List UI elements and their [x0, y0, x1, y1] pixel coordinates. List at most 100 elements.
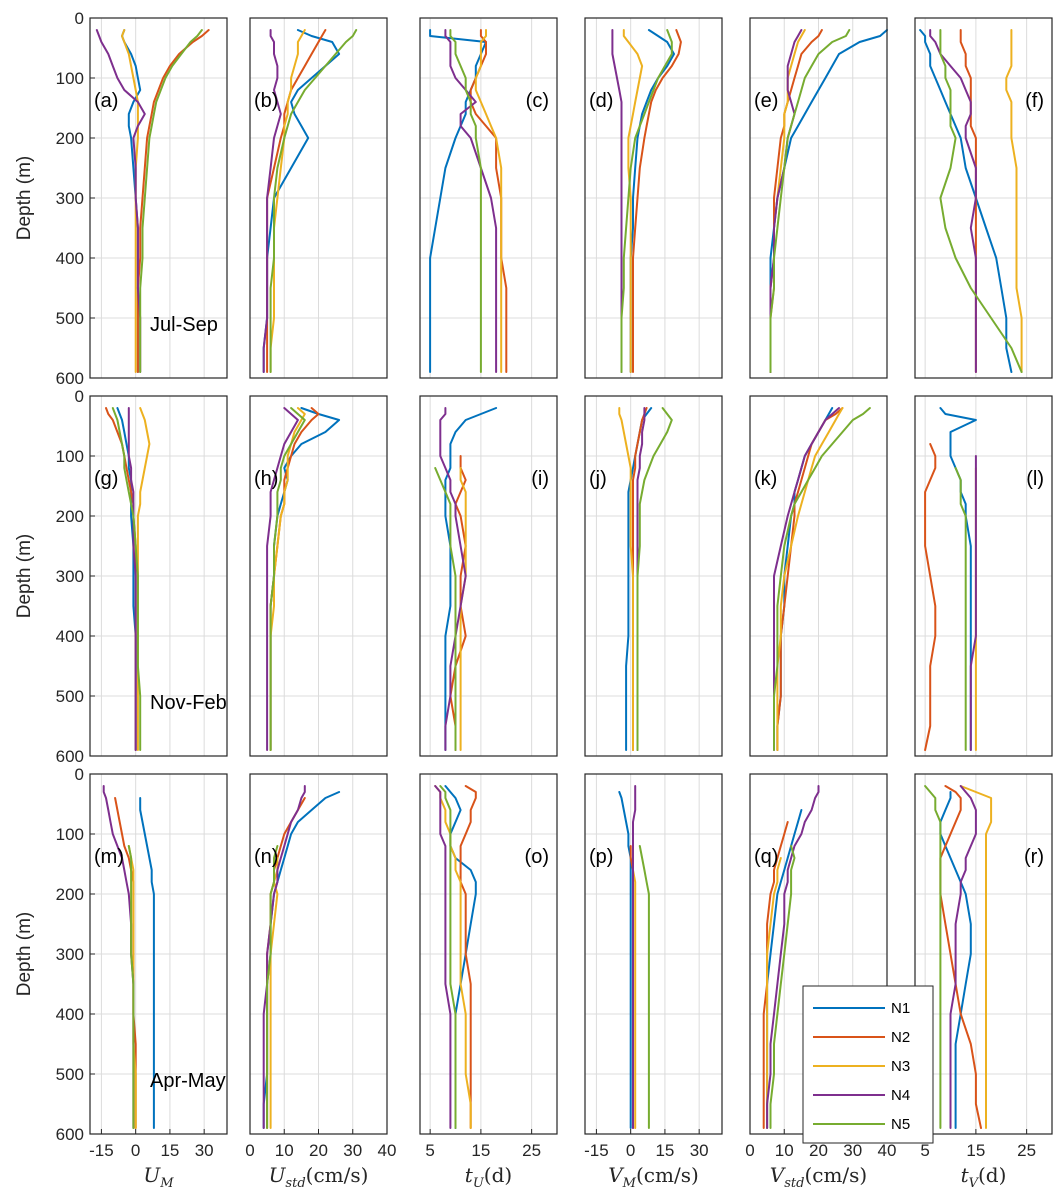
series-line-n5 [769, 845, 796, 1129]
panel-label: (f) [1025, 90, 1044, 112]
y-tick-label: 500 [56, 1065, 84, 1084]
series-line-n2 [269, 407, 320, 751]
panel-p: (p) -15 0 15 30 VM(cm/s) [584, 773, 723, 1191]
panel-label: (j) [589, 468, 607, 490]
y-tick-label: 600 [56, 747, 84, 766]
series-line-n4 [611, 29, 623, 373]
legend-box [802, 985, 934, 1144]
panel-n: (n) 0 10 20 30 40 Ustd(cm/s) [245, 773, 397, 1191]
x-tick-label: 20 [809, 1141, 828, 1160]
x-tick-label: 15 [471, 1141, 490, 1160]
series-line-n3 [618, 407, 634, 751]
series-line-n2 [469, 29, 508, 373]
series-line-n1 [262, 791, 341, 1129]
legend-label-n3: N3 [891, 1058, 910, 1075]
series-line-n5 [939, 29, 1023, 373]
series-line-n2 [776, 407, 844, 751]
panel-label: (p) [589, 846, 613, 868]
x-tick-label: 5 [920, 1141, 929, 1160]
season-label: Jul-Sep [150, 314, 218, 336]
x-tick-label: 20 [309, 1141, 328, 1160]
series-line-n2 [459, 785, 477, 1129]
series-line-n3 [269, 29, 306, 373]
season-label: Apr-May [150, 1070, 226, 1092]
x-tick-label: 30 [843, 1141, 862, 1160]
x-tick-label: 10 [775, 1141, 794, 1160]
series-line-n3 [269, 407, 306, 751]
series-line-n5 [636, 407, 673, 751]
x-axis-label: VM(cm/s) [608, 1163, 699, 1191]
x-axis-label-main: t [961, 1163, 970, 1187]
y-tick-label: 300 [56, 189, 84, 208]
series-line-n5 [439, 785, 457, 1129]
panel-label: (q) [754, 846, 778, 868]
series-line-n4 [434, 785, 452, 1129]
panel-frame [914, 17, 1053, 379]
series-line-n3 [459, 467, 467, 751]
y-tick-label: 500 [56, 687, 84, 706]
y-tick-label: 200 [56, 129, 84, 148]
x-axis-label-unit: (cm/s) [804, 1163, 867, 1187]
panel-frame [419, 773, 558, 1135]
x-axis-label: Ustd(cm/s) [269, 1163, 369, 1191]
y-tick-label: 100 [56, 69, 84, 88]
x-tick-label: -15 [89, 1141, 114, 1160]
panel-frame [914, 395, 1053, 757]
series-line-n4 [632, 785, 637, 1129]
panel-frame [584, 17, 723, 379]
series-line-n4 [949, 785, 977, 1129]
y-tick-label: 300 [56, 567, 84, 586]
panel-a: 0 100 200 300 400 500 600 Depth (m) (a) Jul-Sep [14, 9, 228, 388]
y-tick-label: 500 [56, 309, 84, 328]
series-line-n2 [105, 407, 137, 751]
x-tick-label: 30 [690, 1141, 709, 1160]
y-axis-label: Depth (m) [14, 534, 35, 618]
panel-label: (h) [254, 468, 278, 490]
panel-l: (l) [914, 395, 1053, 757]
x-axis-label: tV(d) [961, 1163, 1007, 1191]
legend-label-n5: N5 [891, 1116, 910, 1133]
series-line-n3 [622, 29, 644, 373]
series-line-n4 [636, 407, 646, 751]
panel-e: (e) [749, 17, 888, 379]
x-axis-label-main: V [608, 1163, 625, 1187]
y-tick-label: 400 [56, 249, 84, 268]
x-tick-label: 30 [343, 1141, 362, 1160]
x-tick-label: 25 [1017, 1141, 1036, 1160]
panel-label: (c) [526, 90, 549, 112]
y-tick-label: 0 [75, 765, 84, 784]
series-line-n4 [766, 785, 820, 1129]
series-line-n2 [632, 29, 682, 373]
series-line-n1 [262, 29, 341, 373]
x-axis-label-unit: (d) [978, 1163, 1006, 1187]
series-line-n4 [444, 29, 498, 373]
series-line-n5 [638, 845, 650, 1129]
y-tick-label: 100 [56, 447, 84, 466]
panel-frame [419, 395, 558, 757]
x-axis-label-sub: std [784, 1176, 804, 1191]
panel-label: (l) [1026, 468, 1044, 490]
x-tick-label: 40 [378, 1141, 397, 1160]
x-tick-label: 25 [522, 1141, 541, 1160]
y-tick-label: 100 [56, 825, 84, 844]
x-axis-label: tU(d) [465, 1163, 512, 1191]
y-tick-label: 300 [56, 945, 84, 964]
y-tick-label: 400 [56, 627, 84, 646]
series-line-n5 [266, 845, 279, 1129]
x-tick-label: 10 [275, 1141, 294, 1160]
series-line-n4 [262, 29, 282, 373]
panel-frame [249, 395, 388, 757]
panel-label: (m) [94, 846, 124, 868]
panel-frame [749, 395, 888, 757]
y-tick-label: 600 [56, 369, 84, 388]
panel-label: (d) [589, 90, 613, 112]
series-line-n1 [919, 29, 1013, 373]
series-line-n4 [95, 29, 146, 373]
series-line-n4 [969, 455, 977, 751]
panel-frame [584, 395, 723, 757]
series-line-n5 [773, 407, 871, 751]
x-tick-label: -15 [584, 1141, 609, 1160]
x-axis-label-main: t [465, 1163, 474, 1187]
